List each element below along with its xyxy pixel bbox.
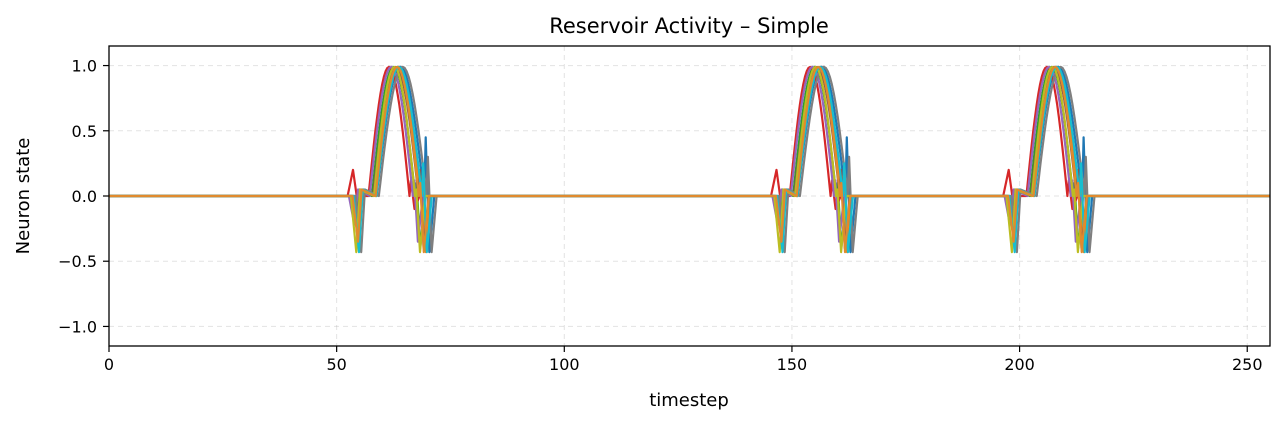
series-line	[109, 65, 1270, 254]
series-line	[109, 65, 1270, 250]
x-tick-label: 0	[104, 355, 114, 374]
x-axis: 0 50 100 150 200 250	[104, 346, 1263, 374]
series-line	[109, 65, 1270, 254]
y-tick-label: 0.0	[72, 187, 97, 206]
series-group	[109, 65, 1270, 254]
series-line	[109, 65, 1270, 250]
y-tick-label: 1.0	[72, 57, 97, 76]
y-axis: 1.0 0.5 0.0 −0.5 −1.0	[58, 57, 109, 336]
x-tick-label: 50	[326, 355, 346, 374]
series-line	[109, 65, 1270, 254]
x-axis-title: timestep	[649, 390, 729, 411]
series-line	[109, 65, 1270, 243]
y-tick-label: −0.5	[58, 252, 97, 271]
series-line	[109, 65, 1270, 254]
x-tick-label: 150	[777, 355, 808, 374]
series-line	[109, 65, 1270, 211]
x-tick-label: 250	[1232, 355, 1263, 374]
chart-title: Reservoir Activity – Simple	[549, 14, 829, 38]
x-tick-label: 100	[549, 355, 580, 374]
y-tick-label: 0.5	[72, 122, 97, 141]
series-line	[109, 65, 1270, 254]
y-axis-title: Neuron state	[13, 138, 34, 255]
x-tick-label: 200	[1004, 355, 1035, 374]
series-line	[109, 65, 1270, 254]
y-tick-label: −1.0	[58, 317, 97, 336]
